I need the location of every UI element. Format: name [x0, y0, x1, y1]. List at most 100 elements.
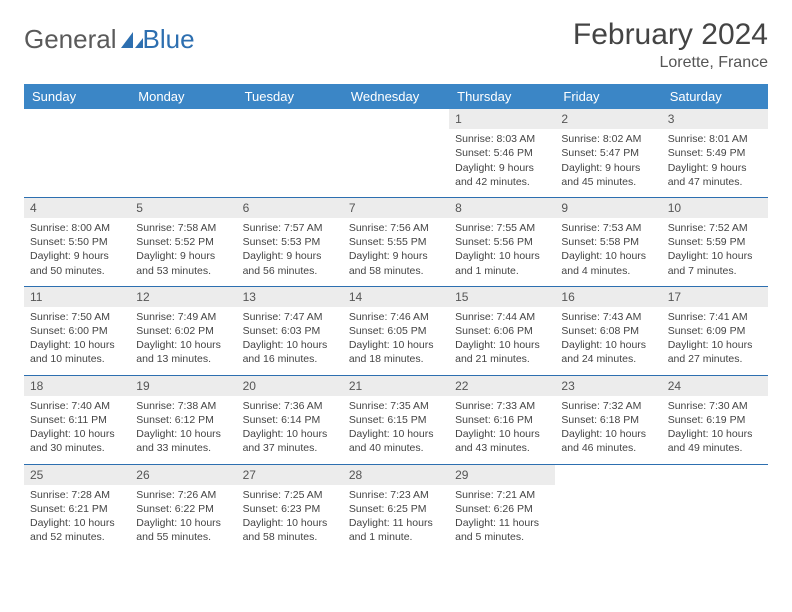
sunrise-text: Sunrise: 7:52 AM — [668, 221, 762, 235]
sunrise-text: Sunrise: 7:35 AM — [349, 399, 443, 413]
day-number: 18 — [24, 376, 130, 396]
day-number: 8 — [449, 198, 555, 218]
day-number: 1 — [449, 109, 555, 129]
daylight-text: Daylight: 9 hours — [668, 161, 762, 175]
daylight-text: and 30 minutes. — [30, 441, 124, 455]
day-header: Sunday — [24, 84, 130, 109]
daylight-text: and 46 minutes. — [561, 441, 655, 455]
calendar-day-cell: 15Sunrise: 7:44 AMSunset: 6:06 PMDayligh… — [449, 286, 555, 375]
month-title: February 2024 — [573, 18, 768, 52]
day-header: Saturday — [662, 84, 768, 109]
day-header: Thursday — [449, 84, 555, 109]
sunset-text: Sunset: 6:14 PM — [243, 413, 337, 427]
day-number: 4 — [24, 198, 130, 218]
day-number: 9 — [555, 198, 661, 218]
sunset-text: Sunset: 6:06 PM — [455, 324, 549, 338]
day-number: 26 — [130, 465, 236, 485]
sunset-text: Sunset: 5:50 PM — [30, 235, 124, 249]
sunset-text: Sunset: 6:16 PM — [455, 413, 549, 427]
calendar-day-cell: 25Sunrise: 7:28 AMSunset: 6:21 PMDayligh… — [24, 464, 130, 552]
day-number: 21 — [343, 376, 449, 396]
daylight-text: and 45 minutes. — [561, 175, 655, 189]
calendar-day-cell: 19Sunrise: 7:38 AMSunset: 6:12 PMDayligh… — [130, 375, 236, 464]
calendar-day-cell: 9Sunrise: 7:53 AMSunset: 5:58 PMDaylight… — [555, 197, 661, 286]
day-header: Wednesday — [343, 84, 449, 109]
sunrise-text: Sunrise: 7:23 AM — [349, 488, 443, 502]
sail-icon — [119, 30, 145, 50]
daylight-text: Daylight: 10 hours — [668, 249, 762, 263]
daylight-text: Daylight: 10 hours — [243, 338, 337, 352]
daylight-text: Daylight: 10 hours — [136, 516, 230, 530]
daylight-text: and 47 minutes. — [668, 175, 762, 189]
sunset-text: Sunset: 6:03 PM — [243, 324, 337, 338]
daylight-text: Daylight: 10 hours — [30, 516, 124, 530]
day-number: 5 — [130, 198, 236, 218]
sunset-text: Sunset: 5:56 PM — [455, 235, 549, 249]
daylight-text: and 4 minutes. — [561, 264, 655, 278]
day-number: 17 — [662, 287, 768, 307]
sunrise-text: Sunrise: 7:36 AM — [243, 399, 337, 413]
daylight-text: and 56 minutes. — [243, 264, 337, 278]
calendar-day-cell: 1Sunrise: 8:03 AMSunset: 5:46 PMDaylight… — [449, 109, 555, 197]
daylight-text: and 40 minutes. — [349, 441, 443, 455]
sunrise-text: Sunrise: 7:57 AM — [243, 221, 337, 235]
calendar-day-cell: 5Sunrise: 7:58 AMSunset: 5:52 PMDaylight… — [130, 197, 236, 286]
day-number: 29 — [449, 465, 555, 485]
daylight-text: Daylight: 10 hours — [30, 427, 124, 441]
daylight-text: Daylight: 10 hours — [349, 427, 443, 441]
daylight-text: and 27 minutes. — [668, 352, 762, 366]
calendar-day-cell — [130, 109, 236, 197]
location-subtitle: Lorette, France — [573, 54, 768, 72]
sunset-text: Sunset: 5:49 PM — [668, 146, 762, 160]
daylight-text: and 49 minutes. — [668, 441, 762, 455]
sunrise-text: Sunrise: 7:56 AM — [349, 221, 443, 235]
calendar-day-cell: 11Sunrise: 7:50 AMSunset: 6:00 PMDayligh… — [24, 286, 130, 375]
calendar-day-cell: 7Sunrise: 7:56 AMSunset: 5:55 PMDaylight… — [343, 197, 449, 286]
daylight-text: and 50 minutes. — [30, 264, 124, 278]
daylight-text: Daylight: 10 hours — [561, 249, 655, 263]
calendar-day-cell: 2Sunrise: 8:02 AMSunset: 5:47 PMDaylight… — [555, 109, 661, 197]
sunrise-text: Sunrise: 7:26 AM — [136, 488, 230, 502]
daylight-text: and 58 minutes. — [243, 530, 337, 544]
daylight-text: Daylight: 9 hours — [243, 249, 337, 263]
calendar-day-cell — [343, 109, 449, 197]
sunrise-text: Sunrise: 7:21 AM — [455, 488, 549, 502]
sunrise-text: Sunrise: 7:46 AM — [349, 310, 443, 324]
daylight-text: Daylight: 10 hours — [455, 427, 549, 441]
sunrise-text: Sunrise: 7:33 AM — [455, 399, 549, 413]
sunrise-text: Sunrise: 7:53 AM — [561, 221, 655, 235]
daylight-text: and 1 minute. — [455, 264, 549, 278]
sunrise-text: Sunrise: 7:25 AM — [243, 488, 337, 502]
daylight-text: and 55 minutes. — [136, 530, 230, 544]
calendar-day-cell: 29Sunrise: 7:21 AMSunset: 6:26 PMDayligh… — [449, 464, 555, 552]
daylight-text: Daylight: 10 hours — [243, 516, 337, 530]
day-number: 2 — [555, 109, 661, 129]
sunset-text: Sunset: 5:53 PM — [243, 235, 337, 249]
calendar-day-cell — [24, 109, 130, 197]
day-number: 12 — [130, 287, 236, 307]
daylight-text: Daylight: 10 hours — [561, 338, 655, 352]
calendar-day-cell: 4Sunrise: 8:00 AMSunset: 5:50 PMDaylight… — [24, 197, 130, 286]
calendar-day-cell: 22Sunrise: 7:33 AMSunset: 6:16 PMDayligh… — [449, 375, 555, 464]
daylight-text: Daylight: 10 hours — [136, 338, 230, 352]
daylight-text: and 53 minutes. — [136, 264, 230, 278]
daylight-text: and 37 minutes. — [243, 441, 337, 455]
calendar-day-cell — [662, 464, 768, 552]
calendar-week-row: 25Sunrise: 7:28 AMSunset: 6:21 PMDayligh… — [24, 464, 768, 552]
brand-part2: Blue — [143, 24, 195, 55]
daylight-text: and 10 minutes. — [30, 352, 124, 366]
daylight-text: and 16 minutes. — [243, 352, 337, 366]
calendar-day-cell: 6Sunrise: 7:57 AMSunset: 5:53 PMDaylight… — [237, 197, 343, 286]
sunrise-text: Sunrise: 7:49 AM — [136, 310, 230, 324]
calendar-day-cell: 10Sunrise: 7:52 AMSunset: 5:59 PMDayligh… — [662, 197, 768, 286]
day-number: 10 — [662, 198, 768, 218]
day-number: 25 — [24, 465, 130, 485]
sunrise-text: Sunrise: 7:50 AM — [30, 310, 124, 324]
daylight-text: and 5 minutes. — [455, 530, 549, 544]
calendar-day-cell: 23Sunrise: 7:32 AMSunset: 6:18 PMDayligh… — [555, 375, 661, 464]
daylight-text: and 58 minutes. — [349, 264, 443, 278]
day-header: Monday — [130, 84, 236, 109]
day-header-row: Sunday Monday Tuesday Wednesday Thursday… — [24, 84, 768, 109]
sunset-text: Sunset: 6:22 PM — [136, 502, 230, 516]
sunset-text: Sunset: 5:46 PM — [455, 146, 549, 160]
